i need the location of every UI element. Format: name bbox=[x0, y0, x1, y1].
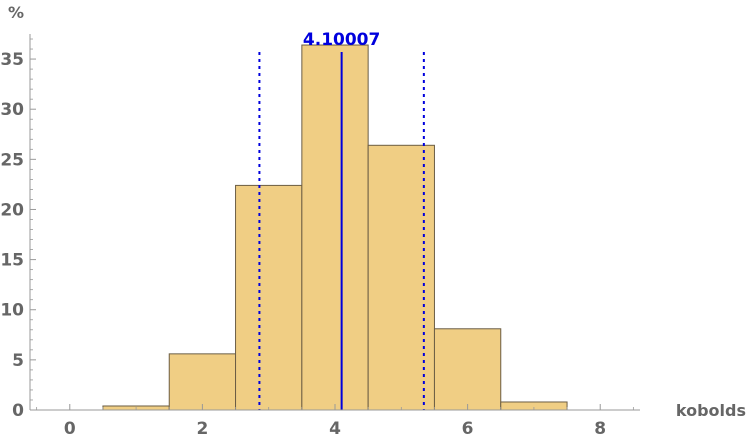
y-tick-label-35: 35 bbox=[0, 50, 24, 70]
histogram-bar-6 bbox=[433, 328, 502, 411]
y-axis-title: % bbox=[8, 3, 24, 22]
x-tick-label-8: 8 bbox=[594, 419, 606, 439]
histogram-bar-3 bbox=[235, 184, 303, 411]
x-tick-label-2: 2 bbox=[196, 419, 208, 439]
histogram-bar-2 bbox=[168, 353, 237, 411]
y-tick-label-20: 20 bbox=[0, 200, 24, 220]
y-tick-label-25: 25 bbox=[0, 150, 24, 170]
bars-layer bbox=[102, 44, 568, 411]
ticks-layer: 0 5 10 15 20 25 30 35 0 2 4 6 8 bbox=[0, 38, 634, 439]
x-tick-label-4: 4 bbox=[329, 419, 341, 439]
y-tick-label-10: 10 bbox=[0, 301, 24, 321]
reference-lines-layer bbox=[258, 52, 425, 410]
x-axis-title: kobolds bbox=[676, 401, 746, 420]
x-tick-label-0: 0 bbox=[64, 419, 76, 439]
y-tick-label-0: 0 bbox=[12, 401, 24, 421]
y-tick-label-30: 30 bbox=[0, 100, 24, 120]
histogram-bar-4 bbox=[301, 44, 369, 411]
mean-value-label: 4.10007 bbox=[303, 30, 380, 50]
y-tick-label-15: 15 bbox=[0, 251, 24, 271]
x-tick-label-6: 6 bbox=[462, 419, 474, 439]
y-tick-label-5: 5 bbox=[12, 351, 24, 371]
